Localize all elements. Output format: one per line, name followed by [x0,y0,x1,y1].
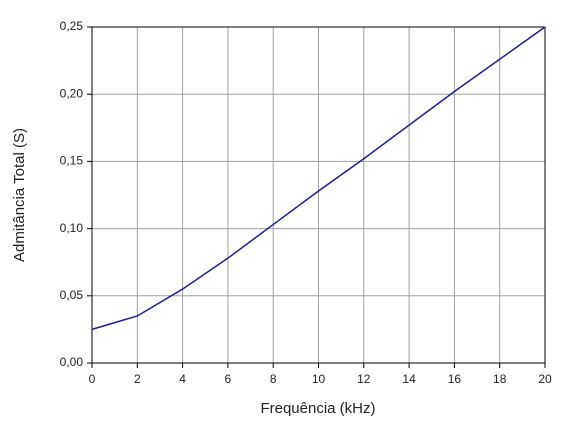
y-tick-label: 0,25 [60,19,84,33]
y-tick-label: 0,00 [60,355,84,369]
x-tick-label: 6 [225,372,232,386]
x-axis-title: Frequência (kHz) [260,400,375,417]
y-tick-label: 0,20 [60,86,84,100]
y-tick-label: 0,15 [60,154,84,168]
x-tick-label: 8 [270,372,277,386]
y-tick-label: 0,10 [60,221,84,235]
x-tick-label: 4 [179,372,186,386]
x-tick-label: 0 [89,372,96,386]
x-tick-label: 12 [357,372,371,386]
plot-frame [91,26,546,364]
x-tick-label: 20 [538,372,552,386]
y-axis-title: Admitância Total (S) [11,128,28,262]
x-tick-label: 14 [402,372,416,386]
x-tick-label: 16 [448,372,462,386]
data-line [91,26,546,331]
x-tick-label: 18 [493,372,507,386]
y-tick-label: 0,05 [60,288,84,302]
x-tick-label: 10 [312,372,326,386]
x-tick-label: 2 [134,372,141,386]
